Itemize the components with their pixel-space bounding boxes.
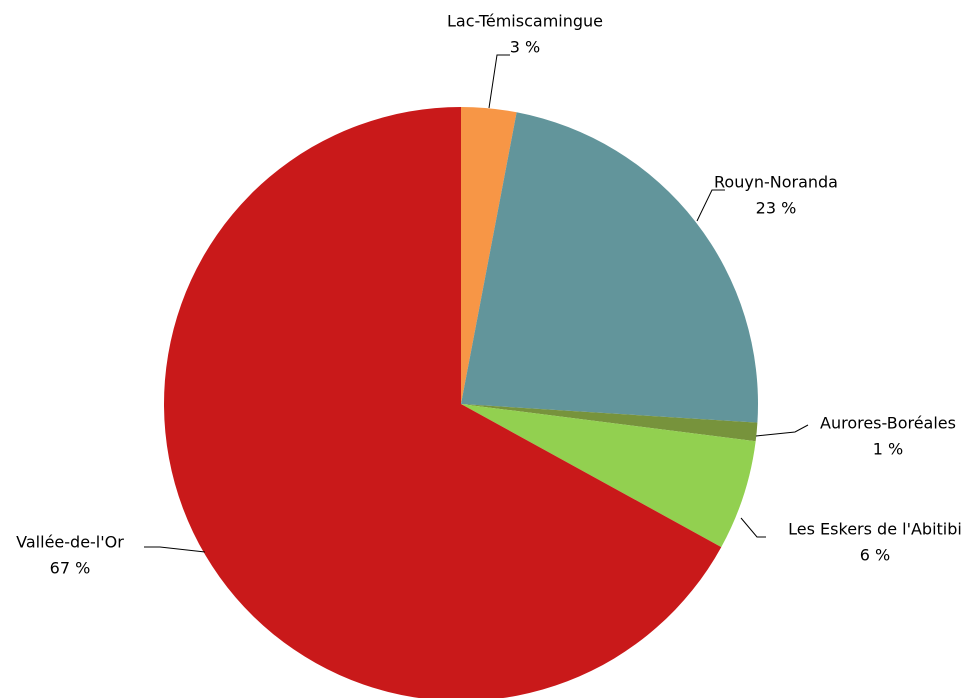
- pie-slice: [461, 404, 758, 442]
- slice-value: 67 %: [50, 559, 91, 578]
- slice-label: Les Eskers de l'Abitibi: [788, 520, 962, 539]
- leader-line: [488, 54, 510, 109]
- slice-value: 1 %: [873, 440, 903, 459]
- slice-value: 6 %: [860, 546, 890, 565]
- pie-slice: [461, 404, 756, 548]
- leader-line: [740, 517, 766, 538]
- leader-line: [696, 189, 725, 222]
- slice-value: 3 %: [510, 38, 540, 57]
- slice-value: 23 %: [756, 199, 797, 218]
- leader-line: [755, 424, 809, 437]
- leader-line: [144, 546, 206, 553]
- pie-slice: [164, 107, 722, 698]
- pie-slice: [461, 112, 758, 423]
- pie-slice: [461, 107, 517, 404]
- slice-label: Vallée-de-l'Or: [16, 533, 124, 552]
- slice-label: Aurores-Boréales: [820, 414, 956, 433]
- slice-label: Lac-Témiscamingue: [447, 12, 603, 31]
- slice-label: Rouyn-Noranda: [714, 173, 838, 192]
